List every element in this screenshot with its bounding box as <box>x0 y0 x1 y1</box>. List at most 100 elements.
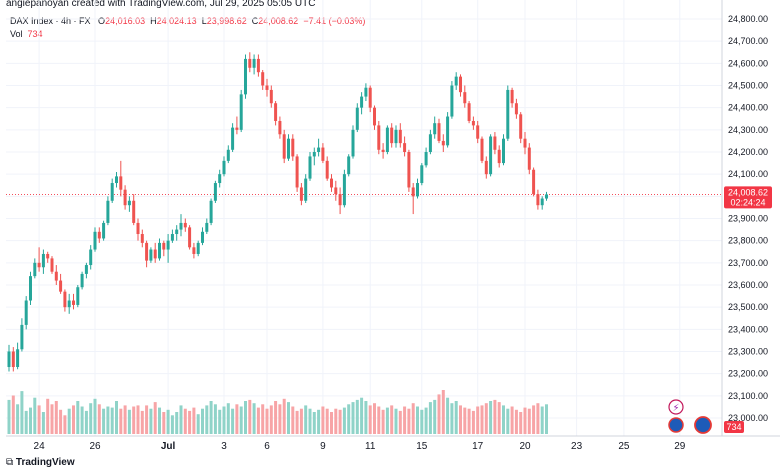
candle-body[interactable] <box>467 103 471 121</box>
candle-body[interactable] <box>222 160 226 175</box>
candle-body[interactable] <box>304 178 308 201</box>
candle-body[interactable] <box>205 222 209 232</box>
candle-body[interactable] <box>110 183 114 201</box>
candle-body[interactable] <box>97 231 101 239</box>
candle-body[interactable] <box>274 103 278 121</box>
candle-body[interactable] <box>493 136 497 150</box>
candle-body[interactable] <box>188 227 192 248</box>
candle-body[interactable] <box>84 265 88 274</box>
candle-body[interactable] <box>514 103 518 115</box>
candle-body[interactable] <box>381 149 385 152</box>
earnings-event-icon[interactable] <box>668 399 684 415</box>
candle-body[interactable] <box>351 129 355 157</box>
candle-body[interactable] <box>497 149 501 164</box>
candle-body[interactable] <box>308 156 312 179</box>
candle-body[interactable] <box>123 189 127 206</box>
candle-body[interactable] <box>140 234 144 243</box>
candle-body[interactable] <box>136 222 140 235</box>
candle-body[interactable] <box>390 127 394 144</box>
candle-body[interactable] <box>489 136 493 175</box>
candle-body[interactable] <box>545 194 548 199</box>
candle-body[interactable] <box>287 138 290 159</box>
candle-body[interactable] <box>256 58 260 73</box>
candle-body[interactable] <box>115 176 118 184</box>
candle-body[interactable] <box>261 72 265 86</box>
candle-body[interactable] <box>312 152 316 157</box>
candle-body[interactable] <box>16 349 20 368</box>
candle-body[interactable] <box>398 129 402 144</box>
candle-body[interactable] <box>80 273 84 288</box>
candle-body[interactable] <box>428 134 432 152</box>
candle-body[interactable] <box>46 253 50 259</box>
candle-body[interactable] <box>63 291 67 308</box>
candle-body[interactable] <box>463 92 467 104</box>
candle-body[interactable] <box>355 107 359 130</box>
candle-body[interactable] <box>338 194 342 206</box>
candle-body[interactable] <box>269 89 273 104</box>
candle-body[interactable] <box>476 125 480 139</box>
candle-body[interactable] <box>226 149 230 161</box>
candle-body[interactable] <box>420 165 424 184</box>
candle-body[interactable] <box>89 249 93 266</box>
candle-body[interactable] <box>72 300 75 305</box>
candle-body[interactable] <box>480 138 484 161</box>
candle-body[interactable] <box>540 198 544 206</box>
candle-body[interactable] <box>209 200 213 223</box>
candle-body[interactable] <box>484 160 488 175</box>
candle-body[interactable] <box>347 156 351 175</box>
candle-body[interactable] <box>368 87 372 108</box>
candle-body[interactable] <box>153 249 157 259</box>
candle-body[interactable] <box>506 89 510 139</box>
candle-body[interactable] <box>407 152 411 188</box>
candle-body[interactable] <box>231 127 235 150</box>
candle-body[interactable] <box>278 120 282 135</box>
candle-body[interactable] <box>519 114 523 139</box>
candle-body[interactable] <box>102 222 106 239</box>
candle-body[interactable] <box>441 140 445 146</box>
candle-body[interactable] <box>37 262 41 268</box>
candle-body[interactable] <box>24 300 28 325</box>
volume-label[interactable]: Vol <box>10 29 23 39</box>
candle-body[interactable] <box>459 76 462 93</box>
candle-body[interactable] <box>364 87 368 97</box>
candle-body[interactable] <box>299 187 303 201</box>
candle-body[interactable] <box>295 156 299 188</box>
candle-body[interactable] <box>20 324 24 350</box>
candle-body[interactable] <box>213 183 217 201</box>
candle-body[interactable] <box>385 127 389 152</box>
symbol-label[interactable]: DAX Index · 4h · FX <box>10 16 91 26</box>
candle-body[interactable] <box>411 187 415 197</box>
candle-body[interactable] <box>235 127 239 130</box>
candle-body[interactable] <box>265 85 269 90</box>
candle-body[interactable] <box>50 258 54 272</box>
candle-body[interactable] <box>536 194 540 206</box>
candle-body[interactable] <box>433 123 437 135</box>
candle-body[interactable] <box>342 174 346 206</box>
candle-body[interactable] <box>377 125 381 150</box>
candle-body[interactable] <box>424 152 428 166</box>
candle-body[interactable] <box>317 147 321 152</box>
candle-body[interactable] <box>119 176 123 190</box>
candle-body[interactable] <box>170 234 174 241</box>
candle-body[interactable] <box>373 107 376 126</box>
candle-body[interactable] <box>196 242 200 254</box>
candle-body[interactable] <box>330 178 333 188</box>
candle-body[interactable] <box>162 242 166 250</box>
candle-body[interactable] <box>446 116 450 146</box>
candle-body[interactable] <box>11 351 15 368</box>
candle-body[interactable] <box>248 58 252 68</box>
candle-body[interactable] <box>282 134 286 159</box>
candle-body[interactable] <box>175 229 179 235</box>
candle-body[interactable] <box>239 94 243 130</box>
candle-body[interactable] <box>132 200 136 223</box>
candle-body[interactable] <box>59 280 63 292</box>
candle-body[interactable] <box>532 169 536 195</box>
candle-body[interactable] <box>471 120 475 126</box>
candle-body[interactable] <box>33 262 37 277</box>
candle-body[interactable] <box>218 174 222 184</box>
candle-body[interactable] <box>7 351 11 368</box>
candle-body[interactable] <box>325 160 329 179</box>
candle-body[interactable] <box>244 58 247 95</box>
candle-body[interactable] <box>360 96 364 108</box>
